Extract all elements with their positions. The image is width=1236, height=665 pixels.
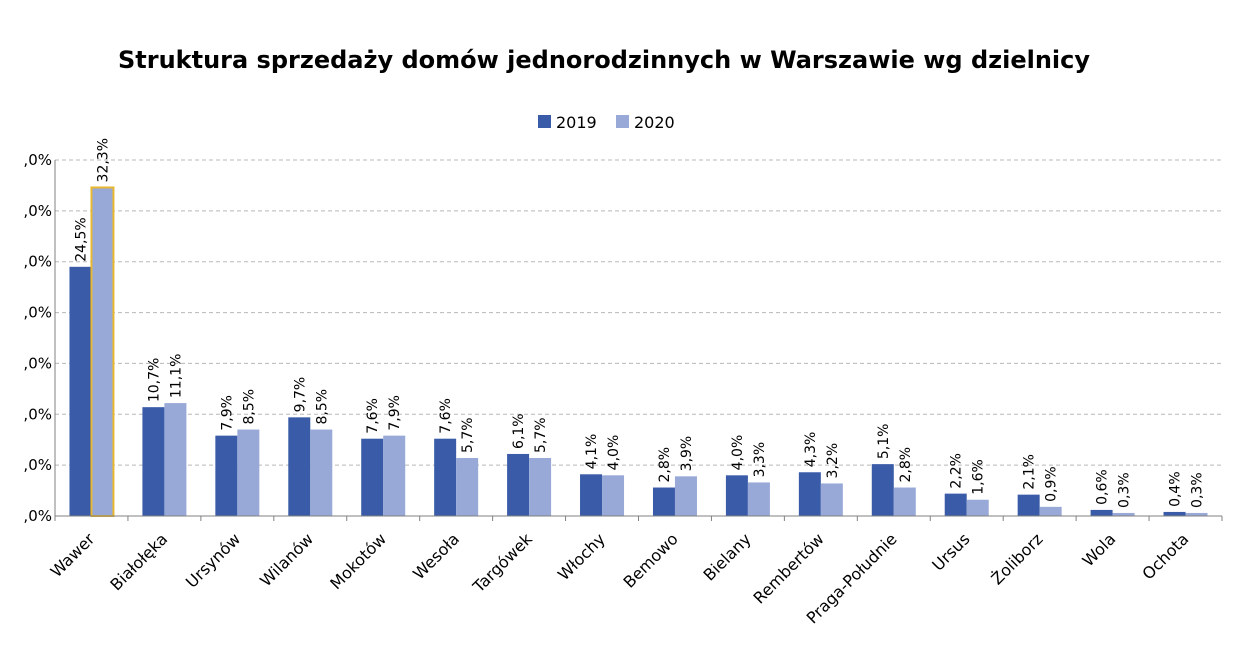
gridlines bbox=[55, 159, 1222, 466]
bar-2020-Bemowo bbox=[674, 476, 697, 516]
y-tick-label: ,0% bbox=[23, 456, 52, 474]
data-label-2019-Praga-Południe: 5,1% bbox=[876, 424, 892, 460]
x-axis: Wawer Białołęka Ursynów Wilanów Mokotów Wesoł… bbox=[47, 515, 1223, 627]
data-label-2019-Wilanów: 9,7% bbox=[292, 377, 308, 413]
data-label-2020-Mokotów: 7,9% bbox=[387, 395, 403, 431]
legend: 2019 2020 bbox=[538, 113, 675, 132]
category-label: Ursus bbox=[928, 529, 973, 574]
data-label-2019-Żoliborz: 2,1% bbox=[1022, 454, 1038, 490]
bar-2019-Ursynów bbox=[215, 435, 238, 516]
data-label-2020-Włochy: 4,0% bbox=[606, 435, 622, 471]
data-label-2020-Ursus: 1,6% bbox=[971, 459, 987, 495]
y-tick-label: ,0% bbox=[23, 151, 52, 169]
data-label-2019-Rembertów: 4,3% bbox=[803, 432, 819, 468]
category-label: Mokotów bbox=[326, 529, 390, 593]
bar-2019-Ochota bbox=[1163, 511, 1186, 516]
data-label-2019-Bemowo: 2,8% bbox=[657, 447, 673, 483]
legend-label-2020: 2020 bbox=[634, 113, 675, 132]
bar-2019-Praga-Południe bbox=[871, 464, 894, 516]
bar-2020-Włochy bbox=[602, 475, 625, 516]
bar-2019-Bielany bbox=[725, 475, 748, 516]
bar-2019-Targówek bbox=[507, 453, 530, 516]
data-label-2020-Praga-Południe: 2,8% bbox=[898, 447, 914, 483]
category-label: Ochota bbox=[1138, 529, 1192, 583]
data-label-2019-Mokotów: 7,6% bbox=[365, 398, 381, 434]
data-label-2019-Bielany: 4,0% bbox=[730, 435, 746, 471]
y-tick-label: ,0% bbox=[23, 507, 52, 525]
data-label-2020-Wesoła: 5,7% bbox=[460, 417, 476, 453]
data-label-2020-Ochota: 0,3% bbox=[1190, 472, 1206, 508]
category-label: Wilanów bbox=[256, 529, 317, 590]
bar-2019-Ursus bbox=[944, 493, 967, 516]
bar-2020-Ursus bbox=[966, 499, 989, 516]
category-label: Wawer bbox=[47, 529, 99, 581]
data-label-2020-Białołęka: 11,1% bbox=[168, 354, 184, 398]
y-tick-label: ,0% bbox=[23, 304, 52, 322]
legend-swatch-2020 bbox=[616, 115, 629, 128]
bar-2019-Wesoła bbox=[434, 438, 457, 516]
bar-2019-Białołęka bbox=[142, 407, 165, 516]
data-label-2019-Białołęka: 10,7% bbox=[146, 358, 162, 402]
data-label-2020-Ursynów: 8,5% bbox=[241, 389, 257, 425]
y-axis: ,0% ,0% ,0% ,0% ,0% ,0% ,0% ,0% bbox=[23, 151, 56, 525]
bar-2020-Targówek bbox=[529, 458, 552, 516]
category-label: Bielany bbox=[699, 529, 754, 584]
data-label-2020-Wawer: 32,3% bbox=[95, 138, 111, 182]
category-label: Rembertów bbox=[749, 529, 827, 607]
bar-2019-Żoliborz bbox=[1017, 494, 1040, 516]
data-label-2019-Ursus: 2,2% bbox=[949, 453, 965, 489]
bar-2019-Mokotów bbox=[361, 438, 384, 516]
bar-2019-Rembertów bbox=[798, 472, 821, 516]
bar-2020-Wawer bbox=[90, 186, 115, 517]
data-label-2020-Rembertów: 3,2% bbox=[825, 443, 841, 479]
data-label-2020-Żoliborz: 0,9% bbox=[1044, 466, 1060, 502]
bar-2020-Bielany bbox=[747, 482, 770, 516]
y-tick-label: ,0% bbox=[23, 253, 52, 271]
chart-title: Struktura sprzedaży domów jednorodzinnyc… bbox=[118, 46, 1090, 74]
y-tick-label: ,0% bbox=[23, 354, 52, 372]
category-label: Ursynów bbox=[182, 529, 244, 591]
bar-2020-Praga-Południe bbox=[893, 487, 916, 516]
data-label-2020-Wilanów: 8,5% bbox=[314, 389, 330, 425]
bar-2020-Żoliborz bbox=[1039, 506, 1062, 516]
bar-2019-Włochy bbox=[580, 474, 603, 516]
legend-label-2019: 2019 bbox=[556, 113, 597, 132]
data-label-2020-Targówek: 5,7% bbox=[533, 417, 549, 453]
y-tick-label: ,0% bbox=[23, 202, 52, 220]
bar-2020-Wola bbox=[1112, 512, 1135, 516]
bar-2020-Rembertów bbox=[820, 483, 843, 516]
data-label-2019-Ursynów: 7,9% bbox=[219, 395, 235, 431]
legend-swatch-2019 bbox=[538, 115, 551, 128]
category-label: Targówek bbox=[468, 529, 536, 597]
category-label: Żoliborz bbox=[987, 529, 1046, 588]
bar-2020-Ochota bbox=[1185, 512, 1208, 516]
data-label-2019-Włochy: 4,1% bbox=[584, 434, 600, 470]
bars bbox=[69, 186, 1208, 517]
data-label-2020-Wola: 0,3% bbox=[1117, 472, 1133, 508]
data-label-2020-Bemowo: 3,9% bbox=[679, 436, 695, 472]
data-labels: 24,5% 32,3% 10,7% 11,1% 7,9% 8,5% 9,7% 8,5% 7,6%… bbox=[73, 138, 1205, 508]
category-label: Bemowo bbox=[620, 529, 682, 591]
y-tick-label: ,0% bbox=[23, 405, 52, 423]
data-label-2019-Ochota: 0,4% bbox=[1168, 471, 1184, 507]
bar-2020-Wilanów bbox=[310, 429, 333, 516]
bar-2019-Wola bbox=[1090, 509, 1113, 516]
bar-2020-Białołęka bbox=[164, 403, 187, 516]
bar-2019-Wilanów bbox=[288, 417, 311, 516]
category-label: Białołęka bbox=[106, 529, 171, 594]
data-label-2019-Targówek: 6,1% bbox=[511, 413, 527, 449]
bar-2019-Bemowo bbox=[652, 487, 675, 516]
bar-2020-Ursynów bbox=[237, 429, 260, 516]
category-label: Wesoła bbox=[409, 529, 463, 583]
bar-2020-Mokotów bbox=[383, 435, 406, 516]
category-label: Włochy bbox=[554, 529, 609, 584]
category-label: Wola bbox=[1078, 529, 1119, 570]
bar-2019-Wawer bbox=[69, 266, 92, 516]
data-label-2020-Bielany: 3,3% bbox=[752, 442, 768, 478]
data-label-2019-Wola: 0,6% bbox=[1095, 469, 1111, 505]
data-label-2019-Wesoła: 7,6% bbox=[438, 398, 454, 434]
bar-2020-Wesoła bbox=[456, 458, 479, 516]
data-label-2019-Wawer: 24,5% bbox=[73, 217, 89, 261]
